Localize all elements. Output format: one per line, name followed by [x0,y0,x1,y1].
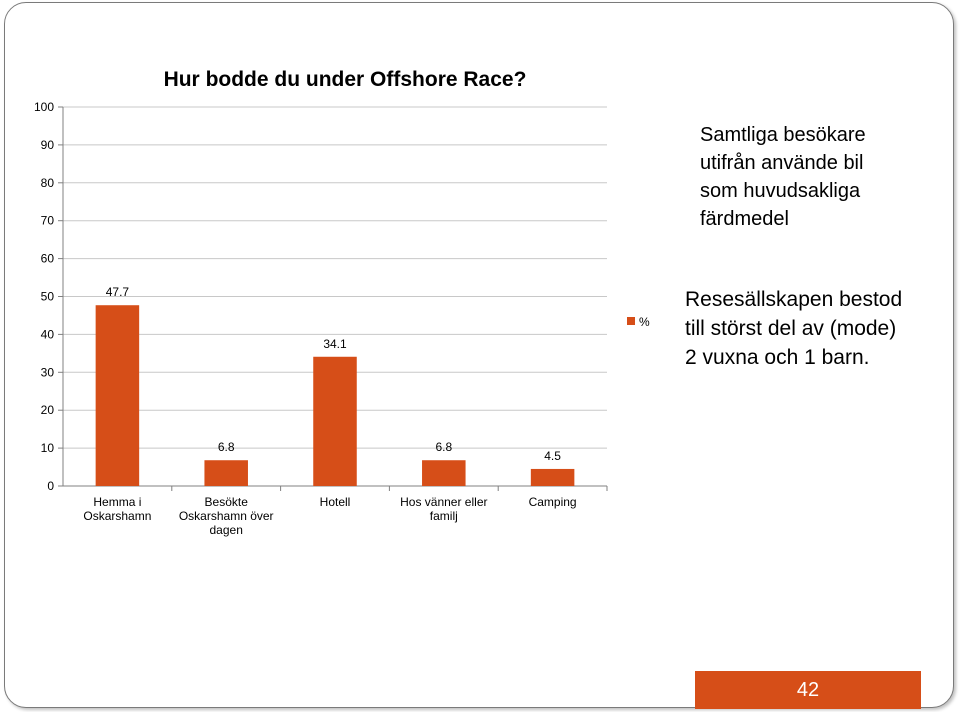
data-label: 6.8 [218,440,235,454]
visitor-transport-note: Samtliga besökare utifrån använde bil so… [700,124,866,230]
y-tick-label: 30 [41,365,55,379]
legend-swatch [627,317,635,325]
page-number-box: 42 [695,671,921,709]
bar [204,460,248,486]
category-label: Besökte Oskarshamn över dagen [179,495,274,537]
category-label: Hotell [320,495,351,509]
data-label: 6.8 [435,440,452,454]
bar [422,460,466,486]
bar-chart: Hur bodde du under Offshore Race? 0 10 20 30… [34,68,650,537]
y-tick-label: 10 [41,441,55,455]
data-label: 47.7 [106,285,130,299]
y-tick-label: 100 [34,100,54,114]
chart-title: Hur bodde du under Offshore Race? [164,68,527,91]
y-tick-label: 50 [41,290,55,304]
y-tick-label: 40 [41,327,55,341]
data-label: 34.1 [323,337,347,351]
travel-party-note: Resesällskapen bestod till störst del av… [685,288,903,369]
page-number: 42 [796,678,820,701]
bar [530,468,575,486]
y-tick-label: 90 [41,138,55,152]
y-tick-label: 80 [41,176,55,190]
category-label: Hos vänner eller familj [400,495,487,523]
y-tick-label: 20 [41,403,55,417]
y-tick-label: 70 [41,214,55,228]
category-label: Hemma i Oskarshamn [83,495,151,523]
bar [95,305,140,486]
bar [313,356,357,486]
data-label: 4.5 [544,449,561,463]
y-tick-label: 60 [41,252,55,266]
legend-label: % [639,315,650,329]
y-tick-label: 0 [47,479,54,493]
slide-frame: Hur bodde du under Offshore Race? 0 10 20 30… [4,2,954,709]
category-label: Camping [529,495,577,509]
